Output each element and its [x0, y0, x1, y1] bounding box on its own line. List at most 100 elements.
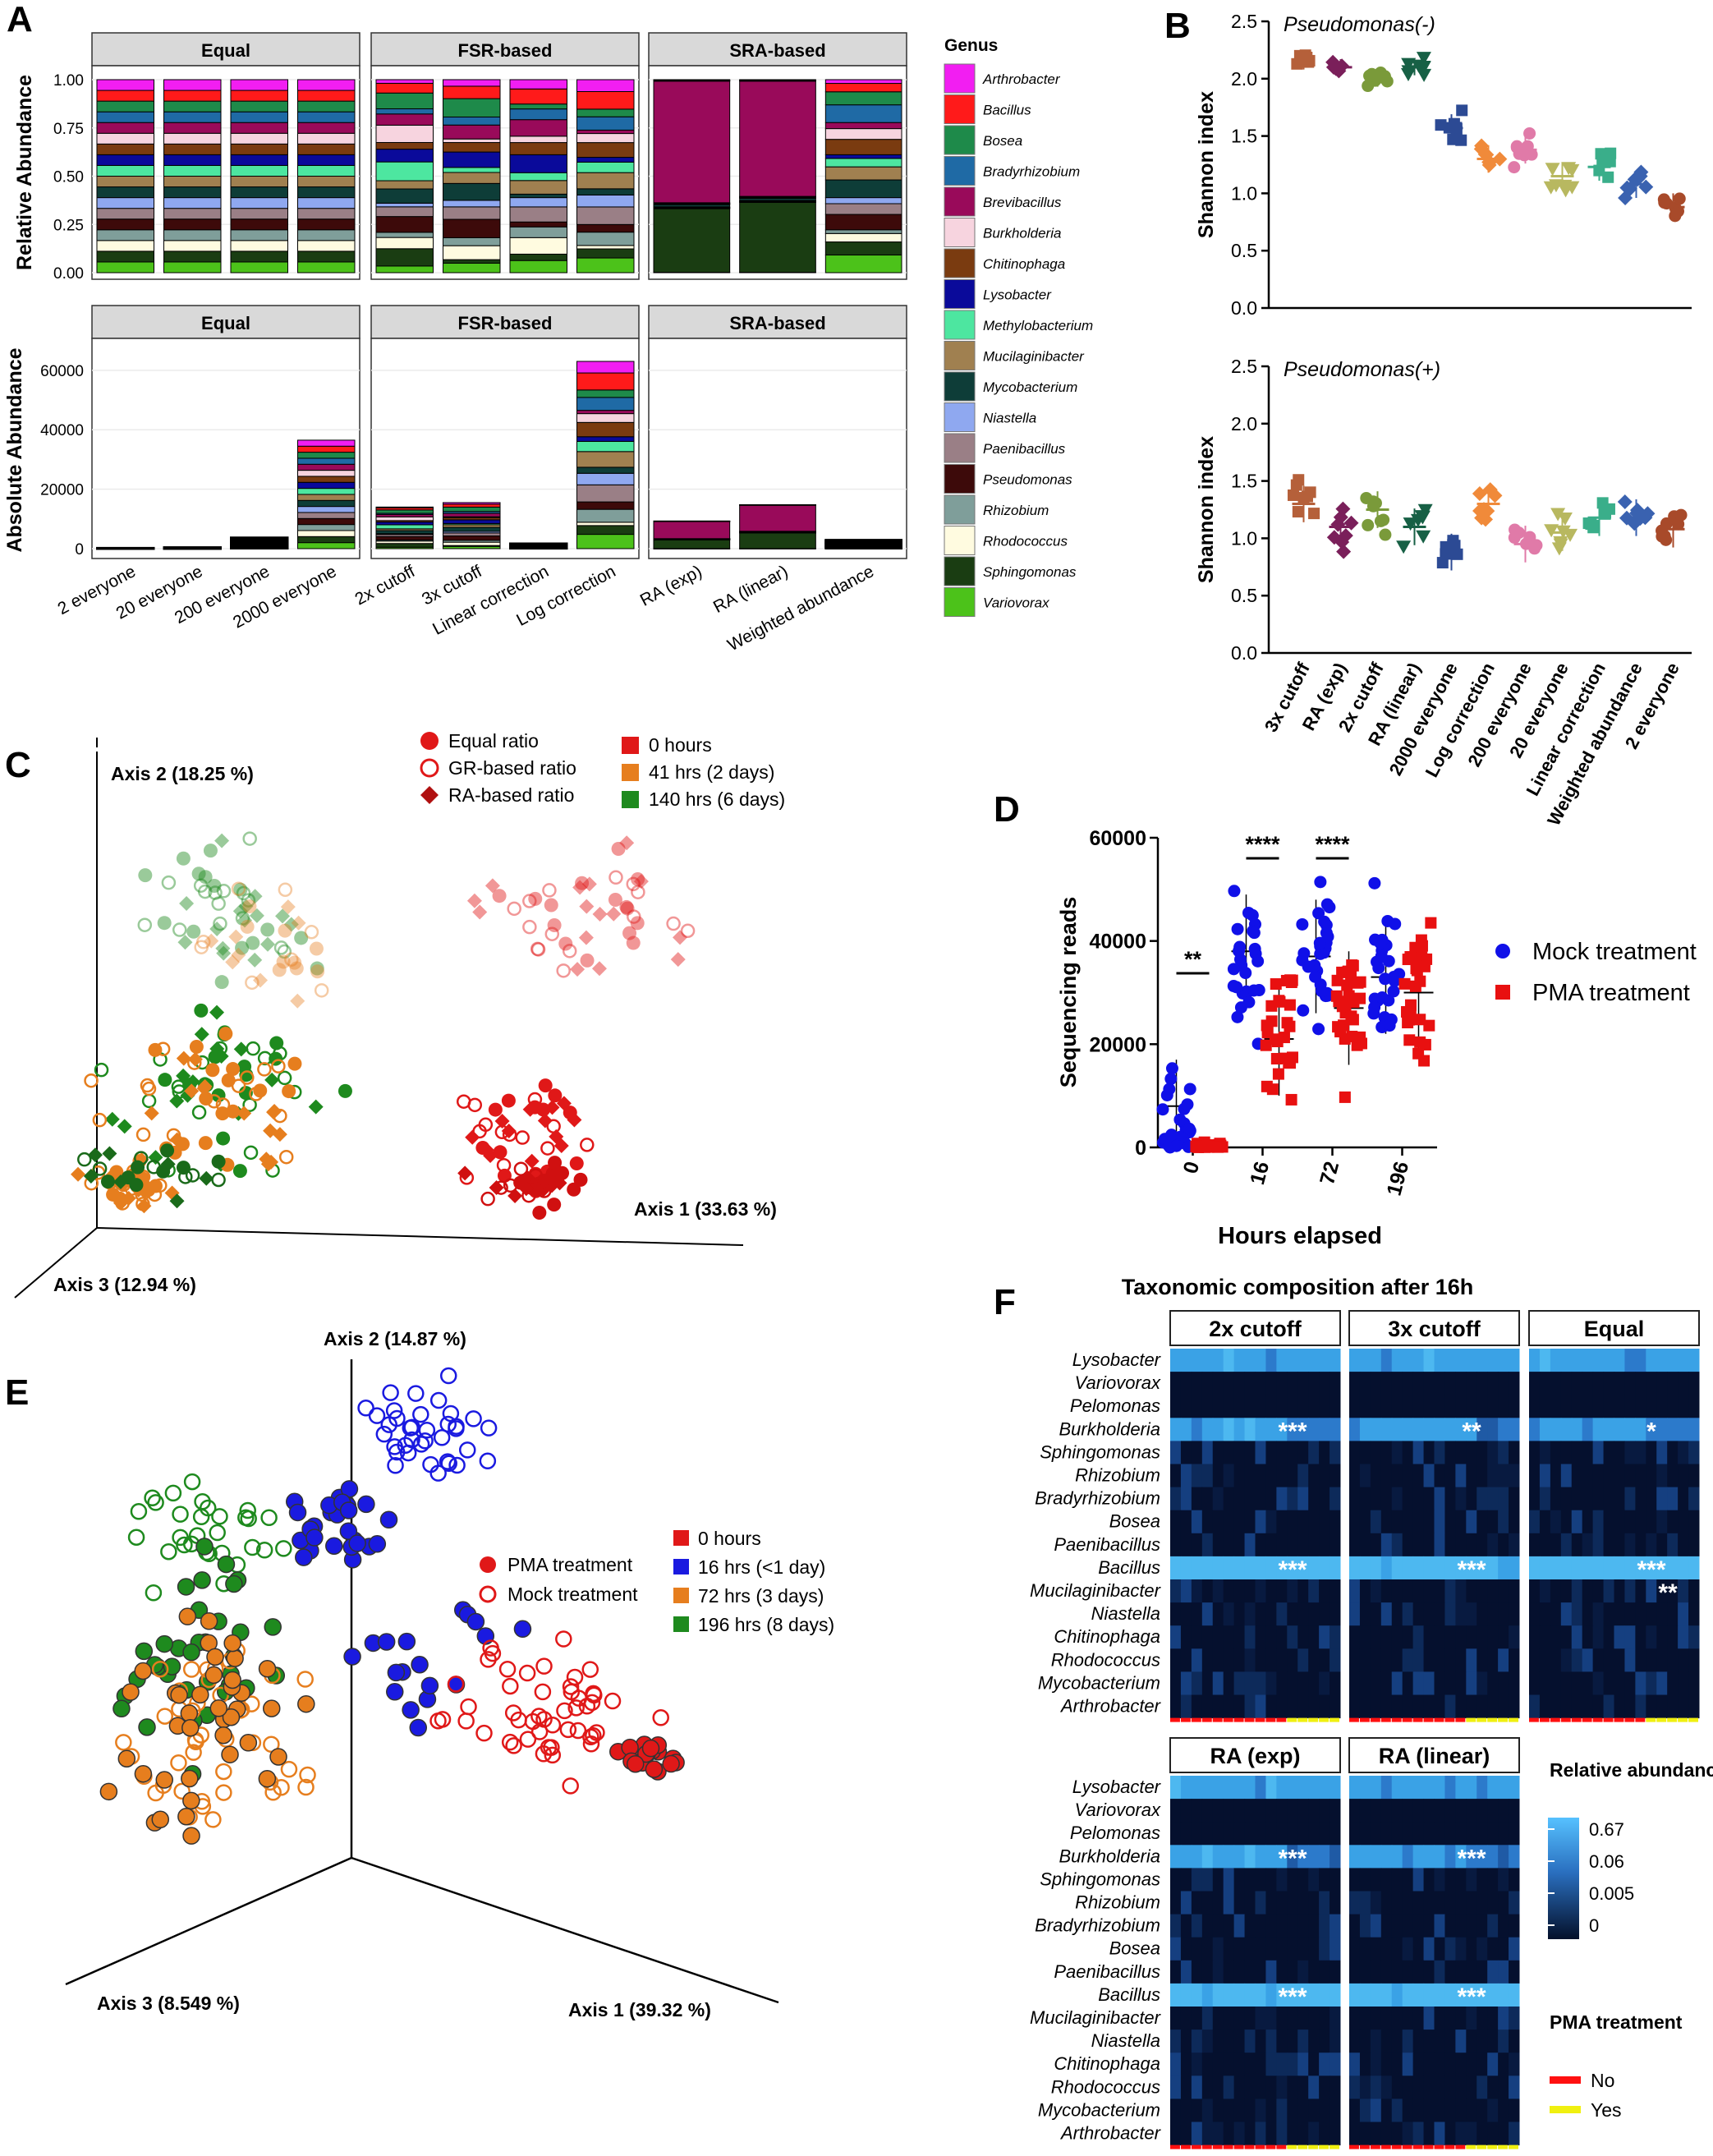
a-legend-label: Niastella	[983, 411, 1036, 426]
c-point	[573, 1172, 588, 1187]
a-abs-bar-segment	[443, 526, 501, 532]
f-heat-cell	[1434, 1464, 1445, 1488]
a-rel-bar-segment	[96, 154, 154, 166]
e-point	[130, 1502, 148, 1520]
f-heat-cell	[1201, 1937, 1214, 1961]
f-heat-cell	[1276, 1487, 1288, 1511]
f-heat-cell	[1624, 1441, 1636, 1464]
f-heat-cell	[1498, 1799, 1509, 1823]
f-colorbar-tick-label: 0.06	[1589, 1851, 1624, 1872]
f-pma-legend-label: No	[1591, 2070, 1614, 2091]
f-heat-cell	[1509, 1983, 1520, 2007]
b-point	[1362, 80, 1375, 93]
c-point	[475, 1141, 490, 1156]
f-heat-cell	[1319, 2030, 1330, 2053]
f-heat-cell	[1255, 1579, 1266, 1603]
f-heat-cell	[1509, 2053, 1520, 2076]
a-rel-bar-segment	[163, 197, 222, 209]
f-heat-cell	[1444, 2076, 1456, 2099]
f-heat-cell	[1434, 2122, 1445, 2146]
a-rel-bar-segment	[375, 141, 434, 150]
f-heat-cell	[1412, 1914, 1425, 1938]
f-heat-cell	[1656, 1602, 1668, 1626]
e-point	[645, 1760, 664, 1778]
f-heat-cell	[1319, 1464, 1330, 1488]
c-point	[548, 1156, 563, 1170]
c-point	[272, 963, 287, 977]
a-abs-bar-segment	[297, 530, 356, 537]
f-heat-cell	[1444, 1464, 1456, 1488]
a-facet-label: FSR-based	[458, 313, 553, 333]
a-rel-bar-segment	[576, 188, 635, 195]
f-heat-cell	[1191, 2007, 1203, 2030]
f-heat-cell	[1498, 1510, 1509, 1534]
f-heat-cell	[1180, 1579, 1192, 1603]
a-rel-bar-segment	[576, 116, 635, 131]
a-rel-bar-segment	[297, 164, 356, 177]
b-point	[1411, 59, 1426, 73]
a-xtick-label: Linear correction	[429, 562, 552, 639]
f-heat-cell	[1265, 1694, 1277, 1719]
f-heat-cell	[1402, 2007, 1414, 2030]
c-point	[488, 1102, 503, 1117]
a-abs-bar-segment	[653, 539, 731, 549]
c-axis1-label: Axis 1 (33.63 %)	[634, 1198, 777, 1220]
f-heat-cell	[1592, 1579, 1605, 1603]
c-point	[555, 1165, 570, 1180]
a-rel-bar-segment	[443, 206, 501, 220]
a-rel-bar-segment	[443, 167, 501, 173]
panel-letter-b: B	[1164, 6, 1191, 46]
c-point	[532, 1205, 547, 1220]
f-sig-stars: **	[1658, 1579, 1678, 1607]
f-heat-cell	[1624, 1579, 1636, 1603]
f-heat-cell	[1370, 1868, 1382, 1892]
f-heat-cell	[1466, 1671, 1477, 1695]
f-pma-cell	[1233, 1717, 1244, 1722]
a-rel-bar-segment	[576, 129, 635, 135]
f-heat-cell	[1509, 1602, 1520, 1626]
e-point	[222, 1708, 241, 1726]
f-heat-cell	[1402, 2122, 1414, 2146]
c-point	[570, 962, 586, 977]
f-pma-cell	[1688, 1717, 1698, 1722]
f-heat-cell	[1308, 1579, 1320, 1603]
f-heat-cell	[1297, 2122, 1309, 2146]
a-rel-bar-segment	[230, 122, 288, 134]
f-heat-cell	[1319, 1418, 1330, 1441]
c-point	[548, 1088, 563, 1103]
f-heat-cell	[1255, 1868, 1266, 1892]
b-point	[1417, 68, 1432, 82]
f-heat-cell	[1212, 1914, 1224, 1938]
b-point	[1449, 540, 1461, 552]
e-point	[556, 1702, 573, 1720]
c-point	[178, 1170, 193, 1184]
f-heat-cell	[1191, 1372, 1203, 1395]
a-ytick-bottom: 60000	[40, 363, 84, 380]
f-pma-legend-label: Yes	[1591, 2099, 1622, 2121]
f-heat-cell	[1391, 1556, 1403, 1580]
f-heat-cell	[1233, 2053, 1246, 2076]
c-point	[310, 964, 325, 979]
a-abs-bar-segment	[297, 488, 356, 495]
f-heat-cell	[1191, 1510, 1203, 1534]
f-heat-cell	[1265, 2053, 1277, 2076]
f-heat-cell	[1635, 1671, 1646, 1695]
f-heat-cell	[1265, 1464, 1277, 1488]
e-axis2-label: Axis 2 (14.87 %)	[324, 1328, 466, 1349]
f-heat-cell	[1498, 1349, 1509, 1372]
f-heat-cell	[1276, 1822, 1288, 1846]
e-point	[295, 1548, 313, 1566]
f-heat-cell	[1678, 1441, 1689, 1464]
f-heat-cell	[1287, 1533, 1298, 1557]
f-heat-cell	[1212, 1510, 1224, 1534]
f-heat-cell	[1635, 1579, 1646, 1603]
c-legend-shape-label: GR-based ratio	[448, 757, 576, 779]
d-point	[1383, 1019, 1396, 1032]
f-heat-cell	[1688, 1487, 1700, 1511]
d-legend-marker	[1495, 944, 1510, 958]
f-heat-cell	[1244, 1891, 1256, 1915]
e-legend-swatch	[673, 1588, 689, 1603]
e-point	[412, 1405, 429, 1423]
a-legend-label: Burkholderia	[983, 226, 1061, 241]
f-heat-cell	[1509, 2030, 1520, 2053]
